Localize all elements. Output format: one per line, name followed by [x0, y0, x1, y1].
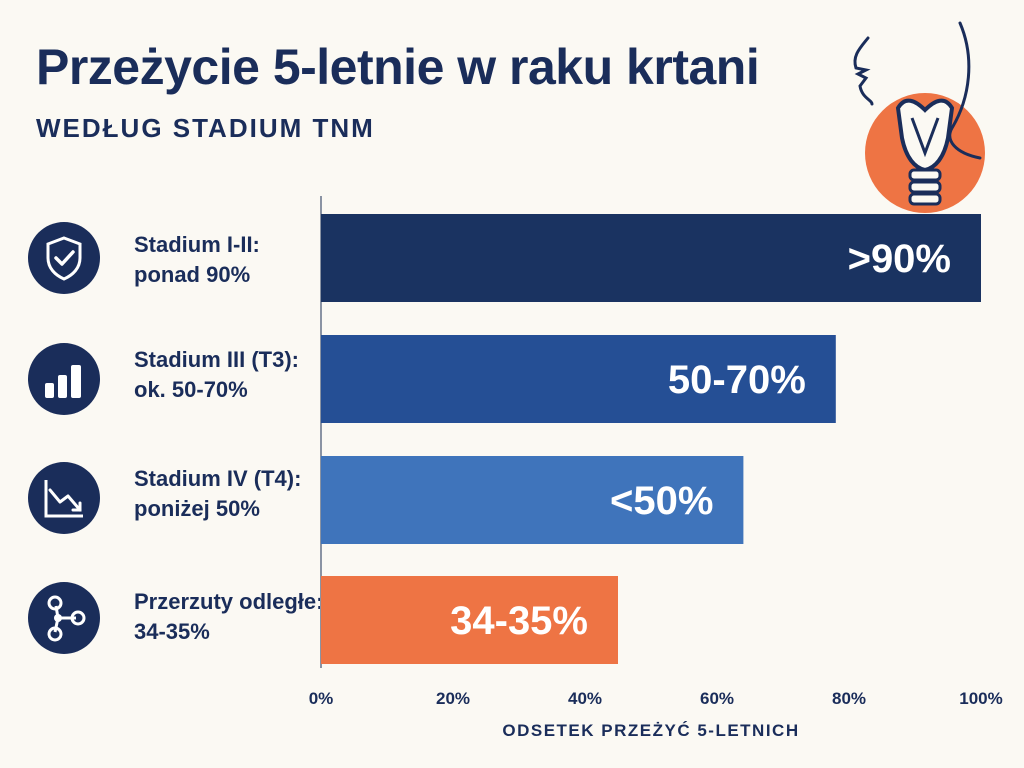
stage-name: Stadium IV (T4): [134, 466, 302, 491]
x-tick-label: 60% [700, 689, 734, 708]
stage-survival-text: ponad 90% [134, 262, 251, 287]
x-axis-label: ODSETEK PRZEŻYĆ 5-LETNICH [502, 721, 799, 740]
row-label-1: Stadium I-II: ponad 90% [134, 230, 319, 290]
x-tick-label: 80% [832, 689, 866, 708]
stage-name: Stadium III (T3): [134, 347, 299, 372]
x-tick-label: 40% [568, 689, 602, 708]
trend-down-icon [28, 462, 100, 534]
shield-check-icon [28, 222, 100, 294]
stage-survival-text: ok. 50-70% [134, 377, 248, 402]
stage-name: Przerzuty odległe: [134, 589, 324, 614]
x-tick-label: 20% [436, 689, 470, 708]
metastasis-icon [28, 582, 100, 654]
stage-survival-text: 34-35% [134, 619, 210, 644]
bar-4 [321, 576, 618, 664]
chart-subtitle: WEDŁUG STADIUM TNM [36, 113, 375, 143]
chart-title: Przeżycie 5-letnie w raku krtani [36, 39, 760, 95]
bar-3 [321, 456, 744, 544]
row-label-3: Stadium IV (T4): poniżej 50% [134, 464, 319, 524]
row-label-2: Stadium III (T3): ok. 50-70% [134, 345, 319, 405]
x-tick-label: 100% [959, 689, 1002, 708]
bar-value-label: 34-35% [450, 599, 588, 643]
bar-value-label: <50% [610, 479, 713, 523]
bar-chart-icon [28, 343, 100, 415]
bar-2 [321, 335, 836, 423]
bar-1 [321, 214, 981, 302]
bar-value-label: >90% [848, 237, 951, 281]
larynx-illustration-icon [853, 21, 985, 213]
row-label-4: Przerzuty odległe: 34-35% [134, 587, 324, 647]
bar-value-label: 50-70% [668, 358, 806, 402]
x-tick-label: 0% [309, 689, 334, 708]
stage-name: Stadium I-II: [134, 232, 260, 257]
stage-survival-text: poniżej 50% [134, 496, 260, 521]
